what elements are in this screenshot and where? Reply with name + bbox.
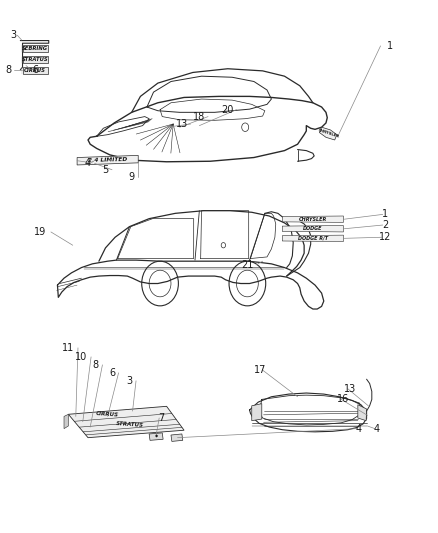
Text: 20: 20 (222, 104, 234, 115)
Text: 3: 3 (10, 30, 16, 41)
Text: 12: 12 (379, 232, 391, 243)
Text: 6: 6 (32, 65, 38, 75)
Polygon shape (171, 434, 183, 441)
Text: 7: 7 (158, 413, 165, 423)
Text: 21: 21 (241, 260, 254, 270)
Text: CHRYSLER: CHRYSLER (299, 217, 327, 222)
Text: 9: 9 (129, 172, 135, 182)
Text: 11: 11 (62, 343, 74, 353)
Text: DODGE R/T: DODGE R/T (298, 236, 328, 241)
Text: 4: 4 (373, 424, 379, 434)
Polygon shape (283, 225, 343, 232)
Text: 10: 10 (75, 352, 88, 362)
Polygon shape (64, 414, 68, 429)
Polygon shape (358, 405, 367, 421)
Text: 13: 13 (176, 119, 188, 129)
Text: 1: 1 (382, 209, 388, 220)
Text: 3: 3 (127, 376, 133, 386)
Polygon shape (68, 406, 184, 438)
Polygon shape (319, 127, 337, 140)
Polygon shape (22, 67, 48, 74)
Text: 5: 5 (102, 165, 109, 175)
Text: 2.4 LIMITED: 2.4 LIMITED (88, 157, 127, 163)
Text: 8: 8 (6, 65, 12, 75)
Text: 19: 19 (34, 227, 46, 237)
Text: CHRYSLER: CHRYSLER (318, 128, 340, 139)
Polygon shape (283, 235, 343, 241)
Text: CIRRUS: CIRRUS (24, 68, 46, 73)
Text: 4: 4 (84, 158, 90, 168)
Text: 17: 17 (254, 365, 267, 375)
Text: 1: 1 (387, 41, 393, 51)
Text: 18: 18 (193, 111, 205, 122)
Polygon shape (77, 156, 138, 165)
Text: 16: 16 (337, 394, 350, 405)
Text: 8: 8 (93, 360, 99, 370)
Text: DODGE: DODGE (303, 226, 323, 231)
Polygon shape (22, 56, 48, 63)
Polygon shape (252, 403, 262, 421)
Polygon shape (283, 216, 343, 222)
Text: STRATUS: STRATUS (115, 422, 144, 429)
Polygon shape (149, 433, 163, 440)
Text: 4: 4 (356, 424, 362, 434)
Text: ◆: ◆ (155, 434, 158, 439)
Text: 13: 13 (344, 384, 356, 394)
Text: STRATUS: STRATUS (22, 57, 49, 62)
Text: 2: 2 (382, 220, 388, 230)
Text: SEBRING: SEBRING (22, 46, 48, 51)
Polygon shape (22, 45, 48, 52)
Text: CIRRUS: CIRRUS (96, 411, 119, 417)
Text: 6: 6 (109, 368, 115, 378)
